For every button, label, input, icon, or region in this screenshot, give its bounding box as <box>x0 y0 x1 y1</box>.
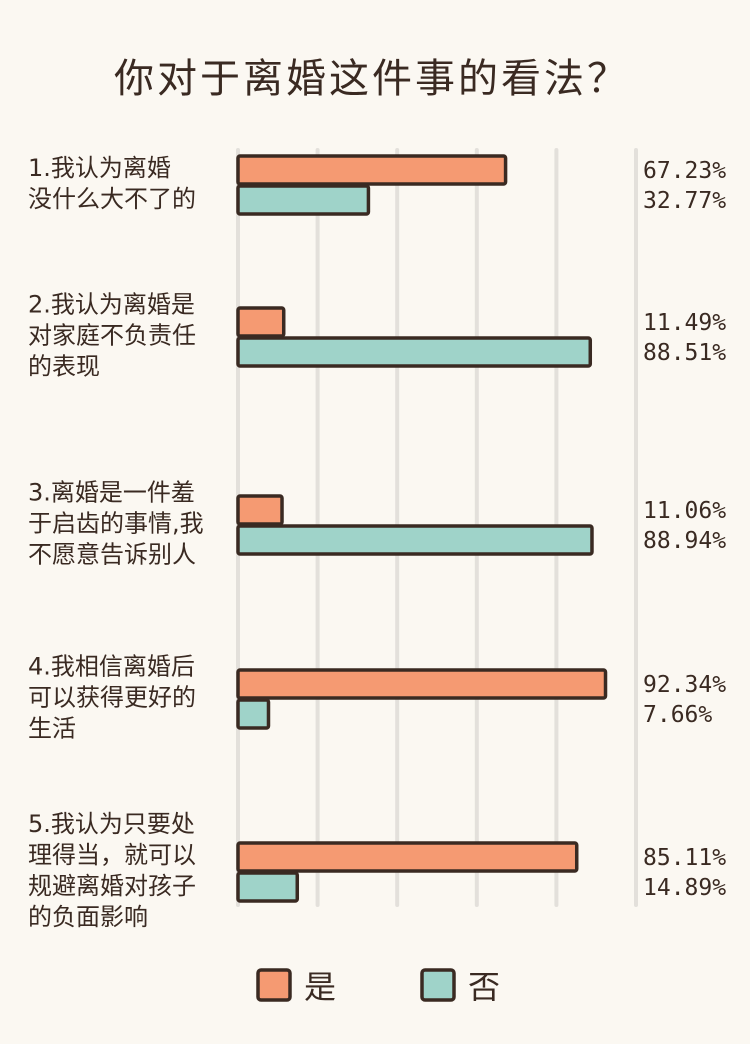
data-label: 11.06% <box>643 498 726 524</box>
legend: 是否 <box>256 968 500 1006</box>
bar-yes <box>236 668 608 700</box>
category-label-line: 5.我认为只要处 <box>28 810 195 838</box>
question-groups: 1.我认为离婚没什么大不了的 67.23% 32.77% 2.我认为离婚是对家庭不负责… <box>28 154 726 931</box>
bar-yes <box>236 494 284 526</box>
category-label: 4.我相信离婚后可以获得更好的生活 <box>28 653 196 743</box>
category-label-line: 没什么大不了的 <box>28 185 196 213</box>
category-label-line: 生活 <box>28 715 76 743</box>
bar-yes <box>236 306 286 338</box>
data-label: 14.89% <box>643 875 726 901</box>
bar-no <box>236 524 594 556</box>
category-label-line: 于启齿的事情,我 <box>28 510 204 538</box>
data-label: 32.77% <box>643 188 726 214</box>
category-label-line: 的负面影响 <box>28 903 148 931</box>
bar-no <box>236 336 593 368</box>
question-group: 4.我相信离婚后可以获得更好的生活 92.34% 7.66% <box>28 653 726 743</box>
legend-label: 是 <box>304 968 336 1006</box>
data-label: 88.51% <box>643 340 726 366</box>
category-label-line: 的表现 <box>28 353 100 381</box>
category-label-line: 1.我认为离婚 <box>28 154 171 182</box>
category-label: 2.我认为离婚是对家庭不负责任的表现 <box>28 291 196 381</box>
bar-no <box>236 184 371 216</box>
category-label: 1.我认为离婚没什么大不了的 <box>28 154 196 213</box>
category-label-line: 理得当，就可以 <box>28 841 196 869</box>
bar-no <box>236 698 271 730</box>
category-label: 5.我认为只要处理得当，就可以规避离婚对孩子的负面影响 <box>28 810 196 931</box>
bar-yes <box>236 841 579 873</box>
data-label: 11.49% <box>643 310 726 336</box>
bar-no <box>236 871 300 903</box>
category-label-line: 对家庭不负责任 <box>28 322 196 350</box>
chart-title: 你对于离婚这件事的看法？ <box>114 56 630 102</box>
data-label: 85.11% <box>643 845 726 871</box>
question-group: 5.我认为只要处理得当，就可以规避离婚对孩子的负面影响 85.11% 14.89% <box>28 810 726 931</box>
legend-item: 否 <box>420 968 500 1006</box>
question-group: 1.我认为离婚没什么大不了的 67.23% 32.77% <box>28 154 726 216</box>
category-label-line: 4.我相信离婚后 <box>28 653 195 681</box>
data-label: 92.34% <box>643 672 726 698</box>
legend-swatch <box>256 968 292 1002</box>
category-label-line: 3.离婚是一件羞 <box>28 479 195 507</box>
data-label: 67.23% <box>643 158 726 184</box>
category-label: 3.离婚是一件羞于启齿的事情,我不愿意告诉别人 <box>28 479 204 569</box>
bar-yes <box>236 154 508 186</box>
legend-label: 否 <box>468 968 500 1006</box>
category-label-line: 2.我认为离婚是 <box>28 291 195 319</box>
question-group: 2.我认为离婚是对家庭不负责任的表现 11.49% 88.51% <box>28 291 726 381</box>
category-label-line: 不愿意告诉别人 <box>28 541 196 569</box>
category-label-line: 规避离婚对孩子 <box>28 872 196 900</box>
legend-swatch <box>420 968 456 1002</box>
question-group: 3.离婚是一件羞于启齿的事情,我不愿意告诉别人 11.06% 88.94% <box>28 479 726 569</box>
data-label: 88.94% <box>643 528 726 554</box>
data-label: 7.66% <box>643 702 712 728</box>
category-label-line: 可以获得更好的 <box>28 684 196 712</box>
legend-item: 是 <box>256 968 336 1006</box>
